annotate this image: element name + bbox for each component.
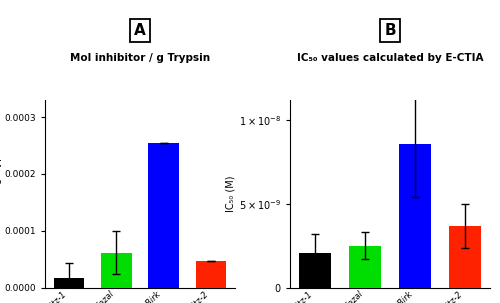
Title: IC₅₀ values calculated by E-CTIA: IC₅₀ values calculated by E-CTIA bbox=[297, 53, 483, 63]
Y-axis label: Mol inhibitor/g trypsin: Mol inhibitor/g trypsin bbox=[0, 140, 2, 248]
Bar bbox=[349, 246, 382, 288]
Bar bbox=[398, 144, 431, 288]
Text: B: B bbox=[384, 23, 396, 38]
Title: Mol inhibitor / g Trypsin: Mol inhibitor / g Trypsin bbox=[70, 53, 210, 63]
Y-axis label: IC₅₀ (M): IC₅₀ (M) bbox=[226, 176, 236, 212]
Bar bbox=[196, 261, 226, 288]
Text: A: A bbox=[134, 23, 146, 38]
Bar bbox=[448, 226, 481, 288]
Bar bbox=[148, 143, 179, 288]
Bar bbox=[54, 278, 84, 288]
Bar bbox=[299, 253, 332, 288]
Bar bbox=[101, 253, 132, 288]
